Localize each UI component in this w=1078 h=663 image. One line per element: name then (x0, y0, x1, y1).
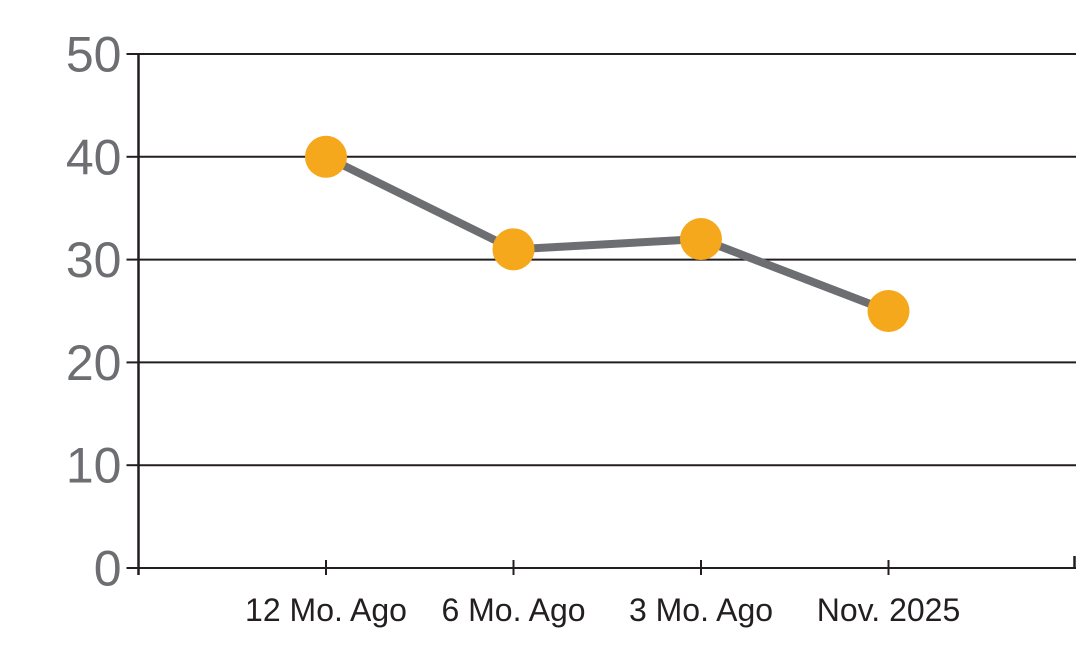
data-point-marker (305, 135, 347, 178)
data-point-marker (680, 218, 722, 261)
x-axis-tick-label: 6 Mo. Ago (441, 592, 585, 628)
data-point-marker (492, 228, 535, 271)
y-axis-tick-label: 20 (66, 335, 122, 391)
series-line (322, 152, 893, 315)
y-axis-tick-label: 50 (66, 27, 122, 83)
y-axis-tick-label: 40 (66, 129, 122, 185)
x-axis-tick-label: 3 Mo. Ago (629, 592, 773, 628)
y-axis-tick-label: 10 (66, 438, 122, 494)
x-axis-tick-label: Nov. 2025 (817, 592, 961, 628)
data-point-marker (867, 290, 910, 332)
x-axis-tick-label: 12 Mo. Ago (245, 592, 407, 628)
y-axis-tick-label: 0 (94, 541, 122, 597)
y-axis-tick-label: 30 (66, 232, 122, 288)
